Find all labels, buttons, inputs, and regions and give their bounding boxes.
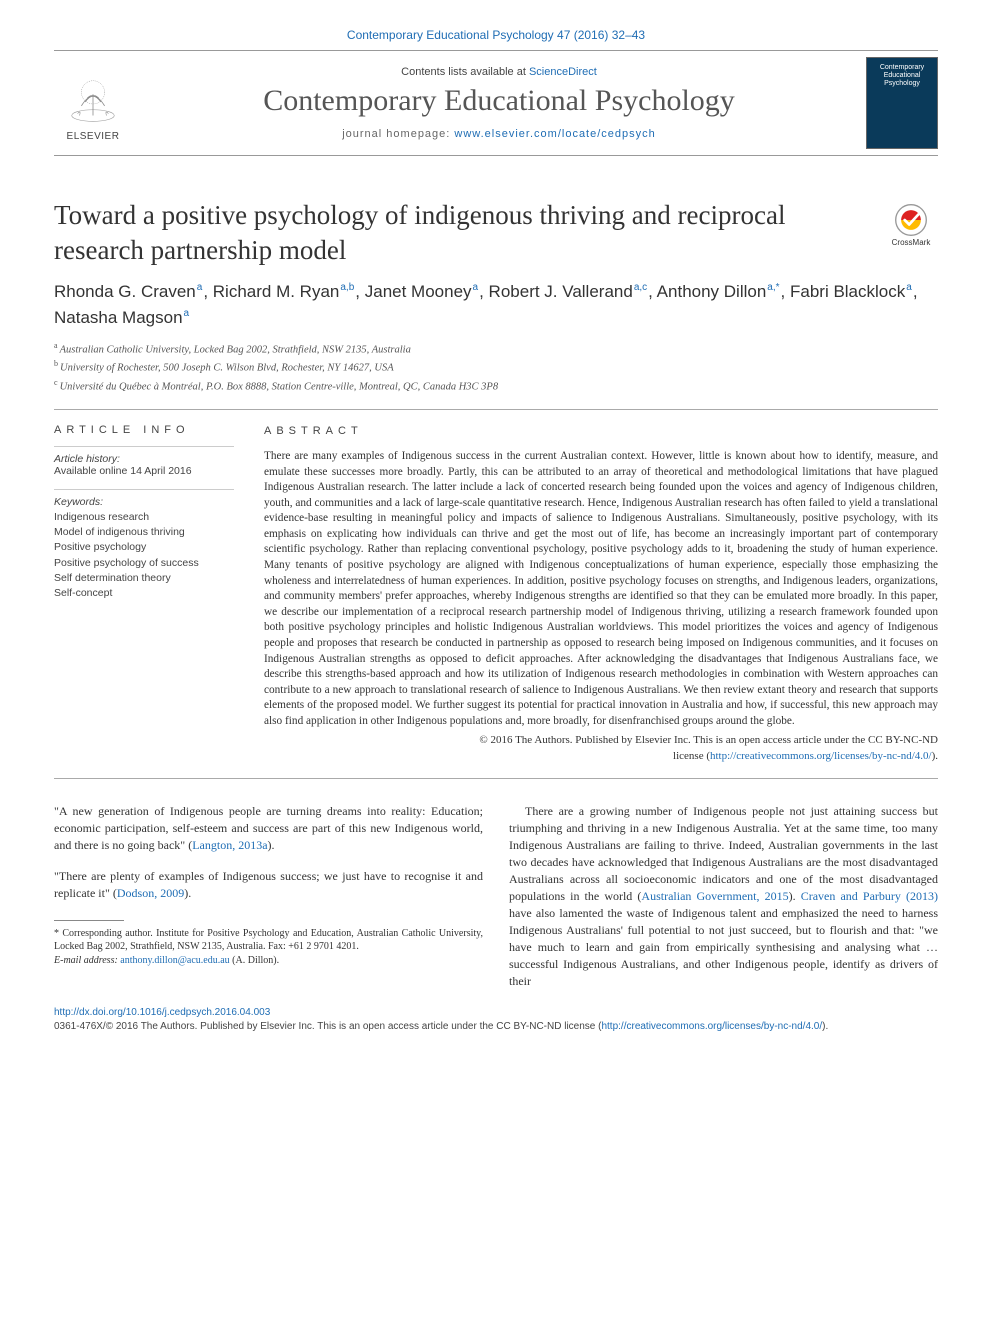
keyword: Self-concept: [54, 586, 234, 601]
affiliation: cUniversité du Québec à Montréal, P.O. B…: [54, 377, 938, 395]
divider: [54, 409, 938, 410]
keyword: Indigenous research: [54, 510, 234, 525]
corresponding-footnote: * Corresponding author. Institute for Po…: [54, 927, 483, 954]
author: Fabri Blacklocka: [790, 282, 913, 301]
citation-link[interactable]: Australian Government, 2015: [641, 889, 788, 903]
author: Anthony Dillona,*: [657, 282, 781, 301]
affiliation: aAustralian Catholic University, Locked …: [54, 340, 938, 358]
abstract: ABSTRACT There are many examples of Indi…: [264, 424, 938, 764]
author-affiliation-marker: a,c: [633, 282, 648, 293]
abstract-head: ABSTRACT: [264, 424, 938, 439]
citation-link[interactable]: Craven and Parbury (2013): [801, 889, 938, 903]
author: Janet Mooneya: [365, 282, 479, 301]
publisher-logo: ELSEVIER: [54, 64, 132, 142]
history-label: Article history:: [54, 453, 234, 465]
license-link[interactable]: http://creativecommons.org/licenses/by-n…: [601, 1021, 822, 1032]
author: Richard M. Ryana,b: [213, 282, 356, 301]
affiliation-list: aAustralian Catholic University, Locked …: [54, 340, 938, 395]
epigraph-quote: "A new generation of Indigenous people a…: [54, 803, 483, 854]
author-affiliation-marker: a,b: [339, 282, 355, 293]
author-affiliation-marker: a: [183, 308, 191, 319]
body-columns: "A new generation of Indigenous people a…: [54, 803, 938, 990]
author-email-link[interactable]: anthony.dillon@acu.edu.au: [120, 955, 229, 966]
column-left: "A new generation of Indigenous people a…: [54, 803, 483, 990]
journal-homepage-link[interactable]: www.elsevier.com/locate/cedpsych: [454, 128, 655, 140]
author-affiliation-marker: a: [196, 282, 204, 293]
contents-available: Contents lists available at ScienceDirec…: [140, 66, 858, 78]
sciencedirect-link[interactable]: ScienceDirect: [529, 66, 597, 78]
author-affiliation-marker: a,*: [766, 282, 780, 293]
author: Rhonda G. Cravena: [54, 282, 203, 301]
article-info: ARTICLE INFO Article history: Available …: [54, 424, 234, 764]
abstract-text: There are many examples of Indigenous su…: [264, 449, 938, 729]
crossmark-icon: [893, 202, 929, 238]
footer: http://dx.doi.org/10.1016/j.cedpsych.201…: [54, 1006, 938, 1034]
column-right: There are a growing number of Indigenous…: [509, 803, 938, 990]
license-link[interactable]: http://creativecommons.org/licenses/by-n…: [710, 750, 932, 762]
keywords: Indigenous researchModel of indigenous t…: [54, 510, 234, 601]
masthead: ELSEVIER Contents lists available at Sci…: [54, 50, 938, 156]
body-paragraph: There are a growing number of Indigenous…: [509, 803, 938, 990]
author-affiliation-marker: a: [905, 282, 913, 293]
author: Robert J. Valleranda,c: [489, 282, 649, 301]
publisher-name: ELSEVIER: [67, 131, 120, 142]
affiliation: bUniversity of Rochester, 500 Joseph C. …: [54, 358, 938, 376]
history-value: Available online 14 April 2016: [54, 465, 234, 477]
elsevier-tree-icon: [64, 73, 122, 131]
copyright-line: © 2016 The Authors. Published by Elsevie…: [264, 733, 938, 763]
keyword: Positive psychology of success: [54, 556, 234, 571]
footnote-rule: [54, 920, 124, 921]
journal-reference-link[interactable]: Contemporary Educational Psychology 47 (…: [347, 28, 645, 42]
journal-homepage: journal homepage: www.elsevier.com/locat…: [140, 128, 858, 140]
journal-reference: Contemporary Educational Psychology 47 (…: [54, 28, 938, 42]
article-title: Toward a positive psychology of indigeno…: [54, 198, 872, 267]
author-affiliation-marker: a: [472, 282, 480, 293]
divider: [54, 778, 938, 779]
keyword: Self determination theory: [54, 571, 234, 586]
masthead-center: Contents lists available at ScienceDirec…: [140, 66, 858, 140]
crossmark-badge[interactable]: CrossMark: [884, 198, 938, 267]
author-list: Rhonda G. Cravena, Richard M. Ryana,b, J…: [54, 279, 938, 330]
author: Natasha Magsona: [54, 308, 190, 327]
keyword: Model of indigenous thriving: [54, 525, 234, 540]
keyword: Positive psychology: [54, 540, 234, 555]
epigraph-quote: "There are plenty of examples of Indigen…: [54, 868, 483, 902]
citation-link[interactable]: Langton, 2013a: [192, 838, 267, 852]
email-footnote: E-mail address: anthony.dillon@acu.edu.a…: [54, 954, 483, 968]
citation-link[interactable]: Dodson, 2009: [117, 886, 184, 900]
doi-link[interactable]: http://dx.doi.org/10.1016/j.cedpsych.201…: [54, 1007, 270, 1018]
journal-title: Contemporary Educational Psychology: [140, 84, 858, 118]
article-info-head: ARTICLE INFO: [54, 424, 234, 436]
journal-cover-thumbnail: Contemporary Educational Psychology: [866, 57, 938, 149]
keywords-label: Keywords:: [54, 496, 234, 508]
